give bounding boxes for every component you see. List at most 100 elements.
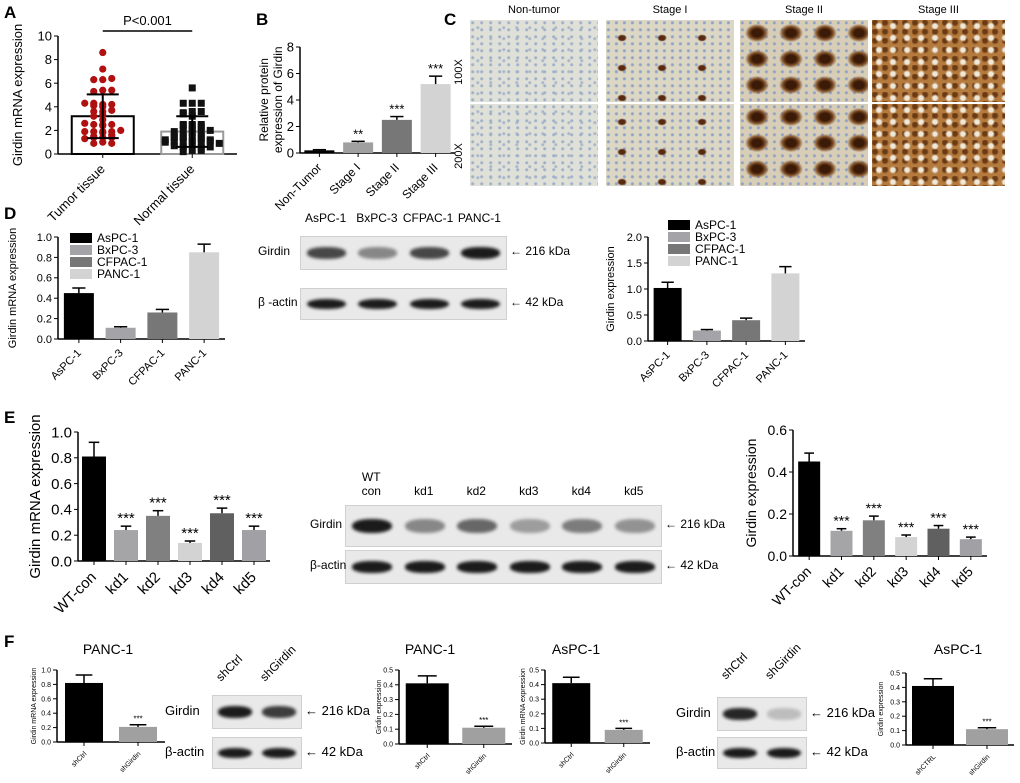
data-point xyxy=(108,74,116,83)
chart-f-4: 0.0 0.1 0.2 0.3 0.4 0.5 Girdin expression shCTR… xyxy=(878,641,1014,777)
x-tick-label: kd3 xyxy=(167,569,196,598)
blot-size-marker: ← 216 kDa xyxy=(665,517,726,531)
y-axis-label: Girdin expression xyxy=(376,680,383,735)
y-axis-label: Girdin expression xyxy=(743,439,759,548)
y-tick-label: 0.3 xyxy=(890,699,900,706)
data-point xyxy=(99,138,107,146)
blot-size-marker: ← 42 kDa xyxy=(810,744,868,759)
legend-label: CFPAC-1 xyxy=(97,255,148,269)
bar xyxy=(462,727,506,744)
data-point xyxy=(90,107,98,116)
y-tick-label: 0.0 xyxy=(37,334,52,346)
blot-band xyxy=(307,247,347,259)
y-tick-label: 0.0 xyxy=(51,553,72,570)
significance-label: ** xyxy=(353,126,363,141)
y-tick-label: 0.4 xyxy=(41,711,51,718)
data-point xyxy=(108,100,116,109)
blot-band xyxy=(767,708,801,720)
y-tick-label: 0.4 xyxy=(383,682,393,689)
bar xyxy=(604,729,643,743)
y-tick-label: 0.2 xyxy=(51,527,72,544)
bar xyxy=(966,729,1008,745)
y-tick-label: 0 xyxy=(45,147,52,162)
bar xyxy=(114,530,138,561)
data-point xyxy=(179,148,187,156)
blot-band xyxy=(218,706,252,718)
y-tick-label: 0.6 xyxy=(51,476,72,493)
panel-letter-b: B xyxy=(256,10,269,29)
x-tick-label: kd2 xyxy=(135,569,164,598)
x-tick-label: Stage I xyxy=(326,160,363,197)
x-tick-label: AsPC-1 xyxy=(637,349,672,384)
legend-swatch xyxy=(70,233,92,243)
y-tick-label: 1.0 xyxy=(41,667,51,674)
blot-row-label: Girdin xyxy=(676,705,711,720)
significance-label: *** xyxy=(833,513,850,529)
bar xyxy=(189,252,220,339)
blot-band xyxy=(460,247,500,259)
x-tick-label: shGirdin xyxy=(465,753,488,776)
y-tick-label: 0.2 xyxy=(37,313,52,325)
data-point xyxy=(170,142,178,150)
blot-girdin-strip xyxy=(345,505,662,547)
data-point xyxy=(179,126,187,134)
x-tick-label: Non-Tumor xyxy=(272,160,324,212)
blot-band xyxy=(218,747,252,759)
chart-d-left: 0.0 0.2 0.4 0.6 0.8 1.0 Girdin mRNA expression… xyxy=(7,228,225,388)
panel-letter-a: A xyxy=(4,3,17,22)
x-tick-label: shCtrl xyxy=(558,751,576,769)
significance-label: *** xyxy=(389,102,404,117)
x-tick-label: shCtrl xyxy=(71,750,89,768)
data-point xyxy=(179,133,187,141)
blot-band xyxy=(262,706,296,718)
bar xyxy=(242,530,266,561)
y-axis-label: Girdin expression xyxy=(878,682,885,737)
chart-title: PANC-1 xyxy=(83,641,134,657)
y-tick-label: 0.0 xyxy=(627,336,642,348)
y-tick-label: 8 xyxy=(45,52,52,67)
blot-lane-label: kd1 xyxy=(414,484,434,498)
blot-band xyxy=(262,747,296,759)
bar xyxy=(304,150,335,153)
significance-label: *** xyxy=(181,525,199,542)
histology-column-label: Stage II xyxy=(785,4,823,16)
data-point xyxy=(99,48,107,57)
x-tick-label: Tumor tissue xyxy=(44,161,107,224)
chart-a: 0 2 4 6 8 10 Girdin mRNA expression Tumor tissu… xyxy=(10,13,237,228)
blot-lane-label: PANC-1 xyxy=(457,211,501,225)
blot-band xyxy=(614,518,655,534)
significance-label: *** xyxy=(963,521,980,537)
data-point xyxy=(81,135,89,143)
blot-band xyxy=(767,747,801,759)
x-tick-label: WT-con xyxy=(769,563,814,608)
data-point xyxy=(197,99,205,107)
panel-letter-d: D xyxy=(4,204,17,223)
histology-image xyxy=(740,104,868,186)
y-tick-label: 0.1 xyxy=(529,726,539,733)
y-tick-label: 0.8 xyxy=(41,682,51,689)
data-point xyxy=(108,106,116,114)
y-axis-label: Relative protein expression of Girdin xyxy=(257,46,285,154)
y-tick-label: 2.0 xyxy=(627,232,642,244)
blot-band xyxy=(404,561,445,573)
y-tick-label: 1.0 xyxy=(627,284,642,296)
significance-label: *** xyxy=(619,718,628,727)
blot-lane-label: AsPC-1 xyxy=(304,211,347,225)
blot-band xyxy=(307,298,347,310)
data-point xyxy=(206,143,214,151)
x-tick-label: Stage II xyxy=(363,160,402,199)
blot-band xyxy=(723,708,757,720)
y-axis-label: Girdin mRNA expression xyxy=(27,414,44,578)
data-point xyxy=(197,108,205,116)
y-tick-label: 0.0 xyxy=(41,739,51,746)
y-tick-label: 0.4 xyxy=(37,293,52,305)
histology-column-label: Stage III xyxy=(918,4,959,16)
y-tick-label: 8 xyxy=(287,40,294,55)
significance-label: *** xyxy=(245,510,263,527)
bar xyxy=(912,685,954,745)
data-point xyxy=(179,110,187,118)
bar xyxy=(692,330,721,341)
blot-row-label: β -actin xyxy=(258,295,298,309)
y-axis-label: Girdin expression xyxy=(605,246,617,332)
